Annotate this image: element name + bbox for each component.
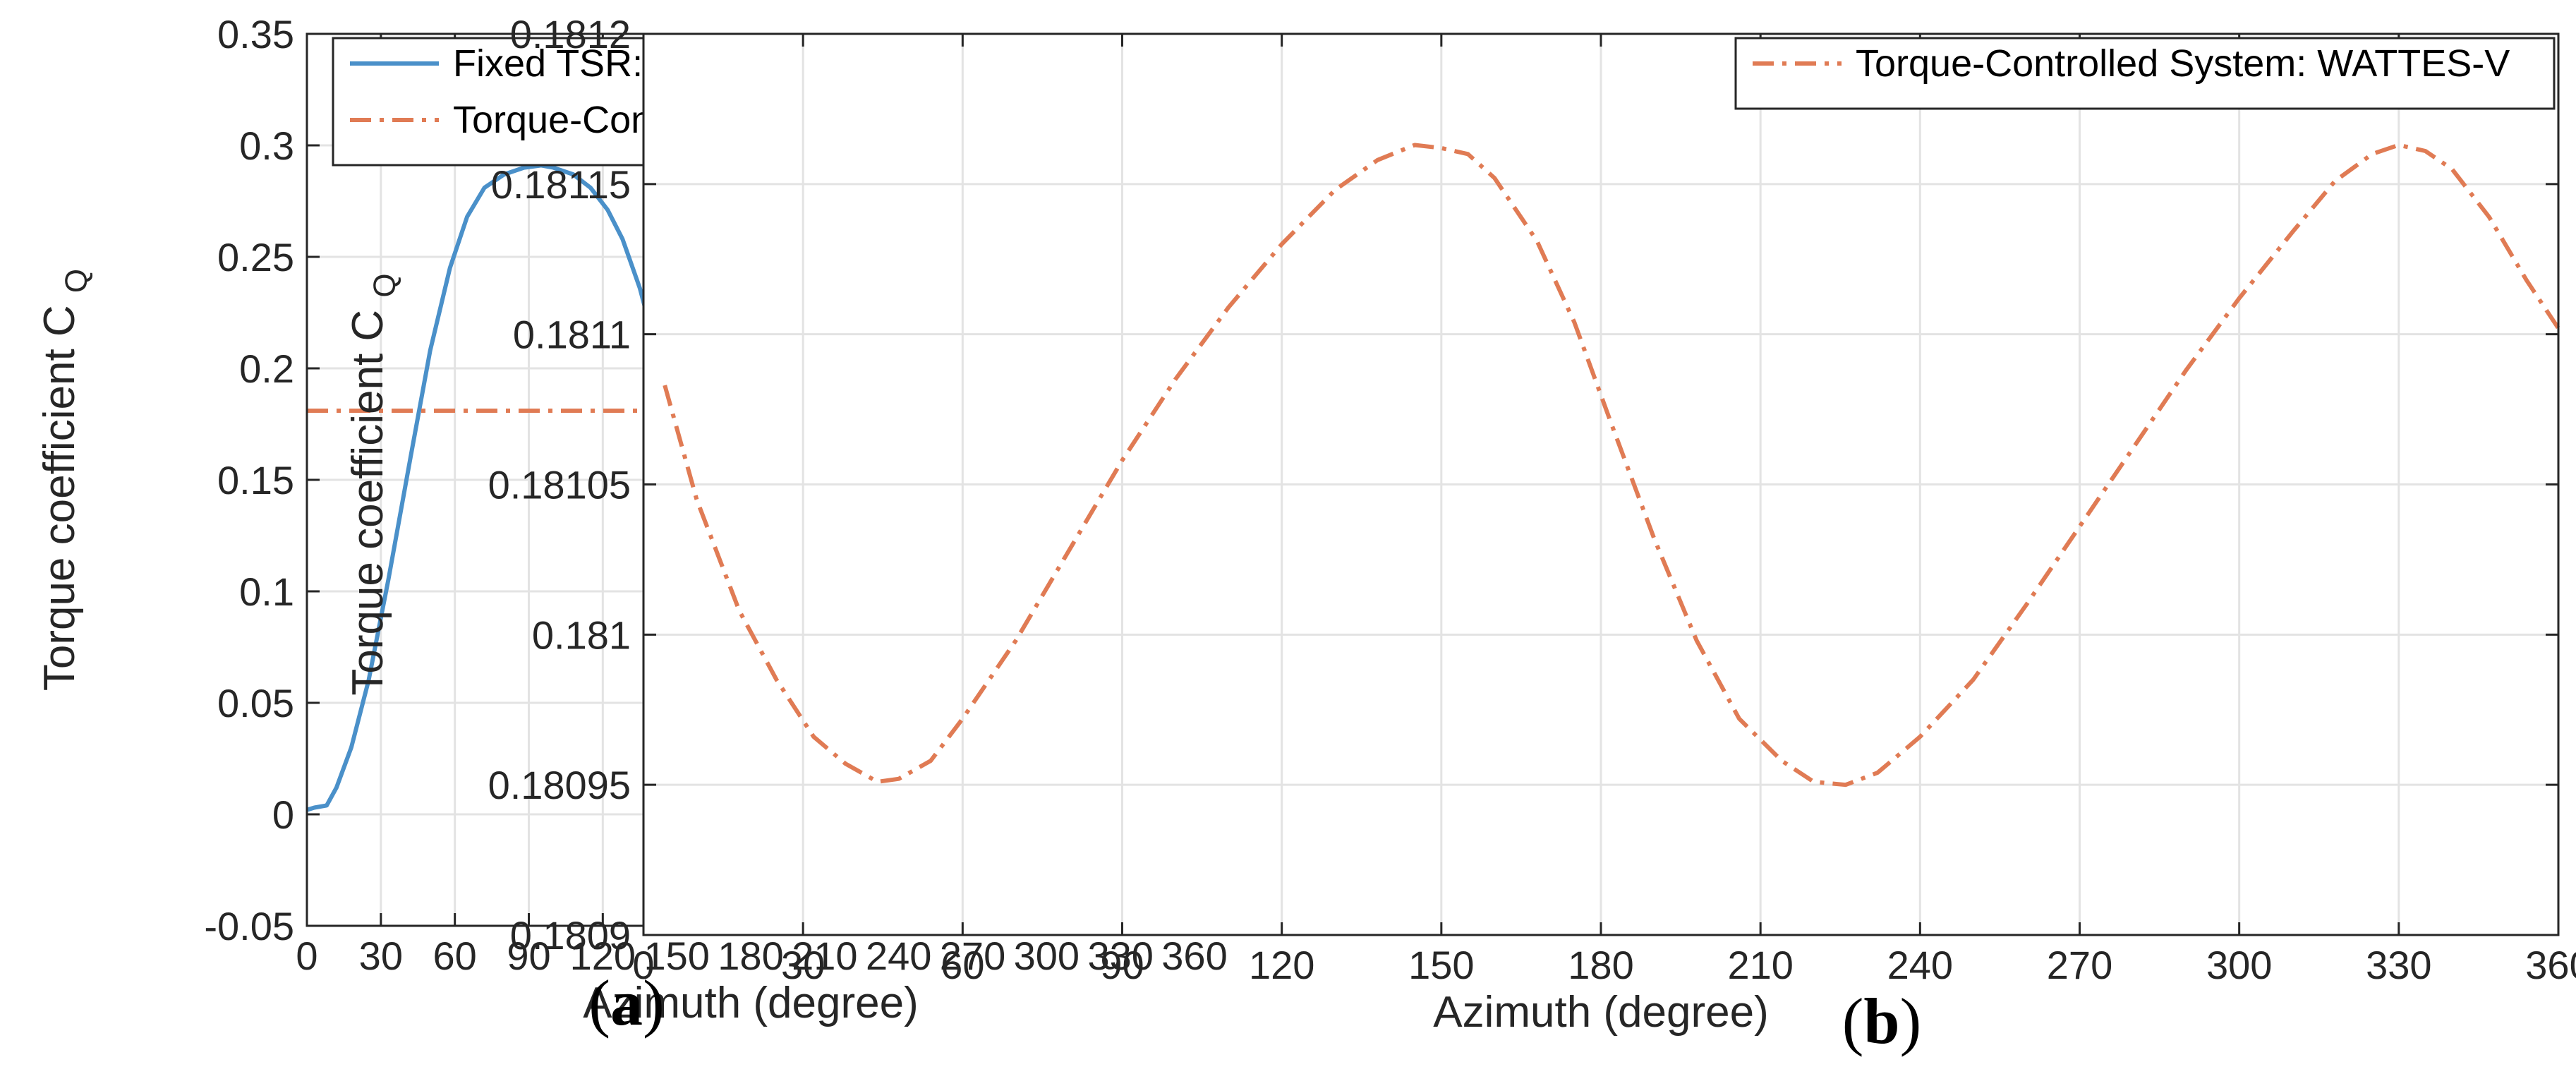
x-tick-label: 120 (1249, 943, 1314, 987)
y-axis-title-b: Torque coefficient C Q (344, 273, 402, 695)
y-tick-label: 0.1811 (513, 313, 631, 357)
x-tick-label: 210 (792, 934, 857, 978)
y-tick-label: 0.18105 (488, 463, 631, 507)
x-tick-label: 180 (1568, 943, 1633, 987)
x-tick-label: 240 (1887, 943, 1953, 987)
legend-label: Torque-Controlled System: WATTES-V (1856, 42, 2510, 85)
y-tick-label: 0.35 (217, 12, 294, 56)
y-axis-title-main-a: Torque coefficient C (35, 305, 84, 691)
y-tick-label: 0.18095 (488, 763, 631, 807)
x-tick-label: 270 (2047, 943, 2112, 987)
x-tick-label: 0 (296, 934, 318, 978)
y-tick-label: 0.25 (217, 235, 294, 279)
y-tick-label: 0.2 (239, 346, 294, 391)
chart-panel-b: 03060901201501802102402703003303600.1809… (344, 12, 2576, 1057)
x-tick-label: 0 (632, 943, 654, 987)
x-tick-label: 360 (1161, 934, 1227, 978)
y-tick-label: 0.1 (239, 569, 294, 614)
x-tick-label: 180 (718, 934, 783, 978)
x-tick-label: 60 (433, 934, 477, 978)
x-tick-label: 120 (570, 934, 636, 978)
x-axis-title-a: Azimuth (degree) (583, 979, 919, 1027)
x-tick-label: 60 (941, 943, 984, 987)
caption-a: (a) (588, 967, 664, 1039)
x-tick-label: 30 (359, 934, 403, 978)
x-tick-label: 360 (2525, 943, 2576, 987)
y-tick-label: -0.05 (204, 904, 294, 948)
y-axis-title-main-b: Torque coefficient C (344, 310, 392, 696)
y-tick-label: 0 (272, 792, 294, 837)
y-tick-label: 0.1812 (510, 12, 631, 56)
y-tick-label: 0.15 (217, 458, 294, 502)
x-tick-label: 330 (2366, 943, 2431, 987)
legend-b: Torque-Controlled System: WATTES-V (1734, 37, 2556, 110)
grid-b (642, 32, 2560, 936)
x-tick-label: 30 (781, 943, 825, 987)
y-tick-label: 0.1809 (510, 913, 631, 958)
y-tick-label: 0.18115 (491, 162, 631, 207)
x-tick-label: 90 (507, 934, 550, 978)
caption-letter-b: b (1863, 985, 1899, 1057)
ticks-a: 0 30 60 90 120 150 180 210 240 270 300 330 360-0.050… (204, 12, 1227, 978)
x-axis-title-b: Azimuth (degree) (1433, 988, 1769, 1037)
caption-letter-a: a (610, 967, 643, 1039)
series-line-b-0 (663, 143, 2560, 788)
y-tick-label: 0.3 (239, 123, 294, 168)
series-group-b (663, 143, 2560, 788)
x-tick-label: 240 (866, 934, 931, 978)
x-tick-label: 210 (1727, 943, 1793, 987)
x-tick-label: 300 (1014, 934, 1080, 978)
legend-box-b (1734, 37, 2556, 110)
ticks-b: 03060901201501802102402703003303600.1809… (488, 12, 2576, 987)
y-axis-title-subscript-b: Q (368, 273, 402, 297)
y-tick-label: 0.181 (532, 613, 631, 657)
y-axis-title-subscript-a: Q (59, 269, 94, 293)
y-tick-label: 0.05 (217, 681, 294, 725)
y-axis-title-a: Torque coefficient C Q (35, 269, 94, 691)
x-tick-label: 300 (2206, 943, 2272, 987)
x-tick-label: 90 (1100, 943, 1144, 987)
x-tick-label: 150 (1408, 943, 1474, 987)
x-tick-label: 330 (1087, 934, 1153, 978)
x-tick-label: 150 (643, 934, 709, 978)
caption-b: (b) (1842, 985, 1921, 1057)
x-tick-label: 270 (940, 934, 1005, 978)
